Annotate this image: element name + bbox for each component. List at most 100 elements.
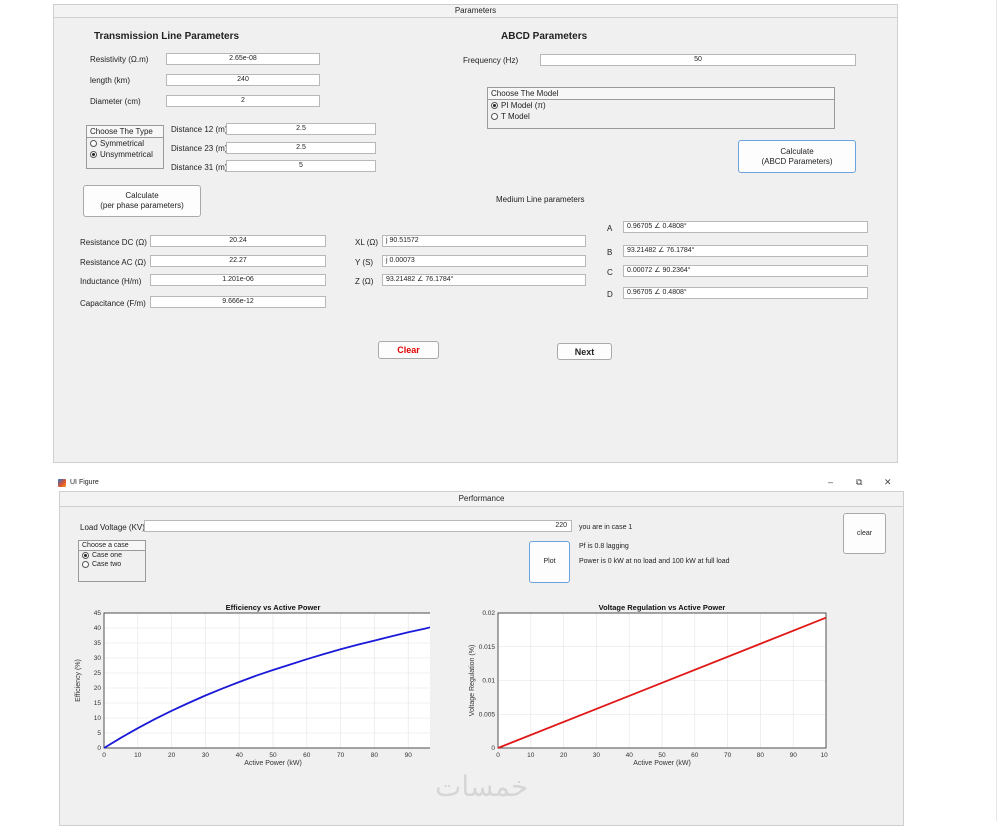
clear-button[interactable]: Clear — [378, 341, 439, 359]
watermark: خمسات — [435, 770, 529, 803]
radio-t-model[interactable]: T Model — [488, 111, 834, 122]
distance31-field[interactable]: 5 — [226, 160, 376, 172]
x-tick-label: 70 — [337, 752, 345, 759]
plot-area — [103, 612, 430, 749]
close-icon[interactable]: ✕ — [884, 477, 892, 487]
x-tick-label: 10 — [134, 752, 142, 759]
next-button[interactable]: Next — [557, 343, 612, 360]
x-tick-label: 40 — [236, 752, 244, 759]
voltage-regulation-chart: 0 10 20 30 40 50 60 70 80 90 100 0 0.005 0.01 0.015 0.0… — [469, 603, 828, 767]
pf-text: Pf is 0.8 lagging — [579, 543, 629, 550]
y-tick-label: 0.02 — [482, 610, 495, 617]
resistance-ac-field[interactable]: 22.27 — [150, 255, 326, 267]
radio-t-model-indicator[interactable] — [491, 113, 498, 120]
y-tick-label: 5 — [97, 730, 101, 737]
xl-field[interactable]: j 90.51572 — [382, 235, 586, 247]
y-label: Y (S) — [355, 258, 374, 267]
x-tick-label: 80 — [757, 752, 765, 759]
y-tick-label: 20 — [94, 685, 102, 692]
c-label: C — [607, 268, 613, 277]
frequency-field[interactable]: 50 — [540, 54, 856, 66]
model-group-title: Choose The Model — [488, 88, 834, 100]
z-label: Z (Ω) — [355, 277, 374, 286]
x-tick-label: 90 — [405, 752, 413, 759]
performance-panel-title: Performance — [60, 492, 903, 507]
x-tick-label: 70 — [724, 752, 732, 759]
distance31-label: Distance 31 (m) — [171, 163, 228, 172]
resistance-dc-field[interactable]: 20.24 — [150, 235, 326, 247]
radio-case-two[interactable]: Case two — [79, 560, 145, 569]
load-voltage-label: Load Voltage (KV) — [80, 523, 145, 532]
medium-line-header: Medium Line parameters — [496, 195, 585, 204]
plot-frame — [103, 612, 430, 749]
clear-plot-button[interactable]: clear — [843, 513, 886, 554]
y-tick-label: 0.015 — [479, 644, 496, 651]
b-label: B — [607, 248, 613, 257]
x-tick-label: 80 — [371, 752, 379, 759]
radio-symmetrical-indicator[interactable] — [90, 140, 97, 147]
length-label: length (km) — [90, 76, 131, 85]
radio-case-one[interactable]: Case one — [79, 551, 145, 560]
clear-button-label: Clear — [397, 345, 420, 355]
c-field[interactable]: 0.00072 ∠ 90.2364° — [623, 265, 868, 277]
resistance-dc-label: Resistance DC (Ω) — [80, 238, 147, 247]
x-tick-label: 30 — [593, 752, 601, 759]
resistance-ac-label: Resistance AC (Ω) — [80, 258, 146, 267]
y-tick-label: 0 — [491, 745, 495, 752]
resistivity-field[interactable]: 2.65e-08 — [166, 53, 320, 65]
xl-label: XL (Ω) — [355, 238, 379, 247]
case-group: Choose a case Case one Case two — [78, 540, 146, 582]
window-title: UI Figure — [70, 479, 99, 486]
radio-unsymmetrical-indicator[interactable] — [90, 151, 97, 158]
y-tick-label: 30 — [94, 655, 102, 662]
radio-case-two-indicator[interactable] — [82, 561, 89, 568]
radio-pi-model-indicator[interactable] — [491, 102, 498, 109]
inductance-label: Inductance (H/m) — [80, 277, 142, 286]
b-field[interactable]: 93.21482 ∠ 76.1784° — [623, 245, 868, 257]
distance23-label: Distance 23 (m) — [171, 144, 228, 153]
type-group: Choose The Type Symmetrical Unsymmetrica… — [86, 125, 164, 169]
minimize-icon[interactable]: – — [828, 477, 834, 487]
y-tick-label: 45 — [94, 610, 102, 617]
d-field[interactable]: 0.96705 ∠ 0.4808° — [623, 287, 868, 299]
y-axis-label: Voltage Regulation (%) — [469, 645, 476, 717]
calculate-per-phase-button[interactable]: Calculate (per phase parameters) — [83, 185, 201, 217]
capacitance-label: Capacitance (F/m) — [80, 299, 146, 308]
efficiency-chart: 0102030405060708090100051015202530354045… — [75, 603, 430, 767]
radio-case-one-indicator[interactable] — [82, 552, 89, 559]
abcd-header: ABCD Parameters — [501, 31, 588, 42]
length-field[interactable]: 240 — [166, 74, 320, 86]
x-tick-label: 50 — [269, 752, 277, 759]
distance12-field[interactable]: 2.5 — [226, 123, 376, 135]
x-tick-label: 90 — [790, 752, 798, 759]
plot-button[interactable]: Plot — [529, 541, 570, 583]
inductance-field[interactable]: 1.201e-06 — [150, 274, 326, 286]
y-field[interactable]: j 0.00073 — [382, 255, 586, 267]
chart-title: Voltage Regulation vs Active Power — [599, 603, 726, 612]
diameter-label: Diameter (cm) — [90, 97, 141, 106]
panel-title: Parameters — [54, 5, 897, 18]
resistivity-label: Resistivity (Ω.m) — [90, 55, 149, 64]
y-axis-label: Efficiency (%) — [75, 659, 82, 702]
calculate-abcd-button[interactable]: Calculate (ABCD Parameters) — [738, 140, 856, 173]
restore-icon[interactable]: ⧉ — [856, 477, 863, 487]
series-line — [103, 626, 430, 749]
capacitance-field[interactable]: 9.666e-12 — [150, 296, 326, 308]
radio-pi-model[interactable]: PI Model (π) — [488, 100, 834, 111]
x-tick-label: 60 — [691, 752, 699, 759]
z-field[interactable]: 93.21482 ∠ 76.1784° — [382, 274, 586, 286]
distance23-field[interactable]: 2.5 — [226, 142, 376, 154]
plot-frame — [497, 612, 827, 749]
frequency-label: Frequency (Hz) — [463, 56, 519, 65]
case-status-text: you are in case 1 — [579, 524, 633, 531]
a-field[interactable]: 0.96705 ∠ 0.4808° — [623, 221, 868, 233]
radio-symmetrical[interactable]: Symmetrical — [87, 138, 163, 149]
load-voltage-field[interactable]: 220 — [144, 520, 572, 532]
y-tick-label: 0 — [97, 745, 101, 752]
distance12-label: Distance 12 (m) — [171, 125, 228, 134]
radio-unsymmetrical[interactable]: Unsymmetrical — [87, 149, 163, 160]
right-edge-divider — [996, 0, 997, 821]
diameter-field[interactable]: 2 — [166, 95, 320, 107]
x-tick-label: 20 — [560, 752, 568, 759]
window-titlebar: UI Figure – ⧉ ✕ — [53, 474, 900, 492]
